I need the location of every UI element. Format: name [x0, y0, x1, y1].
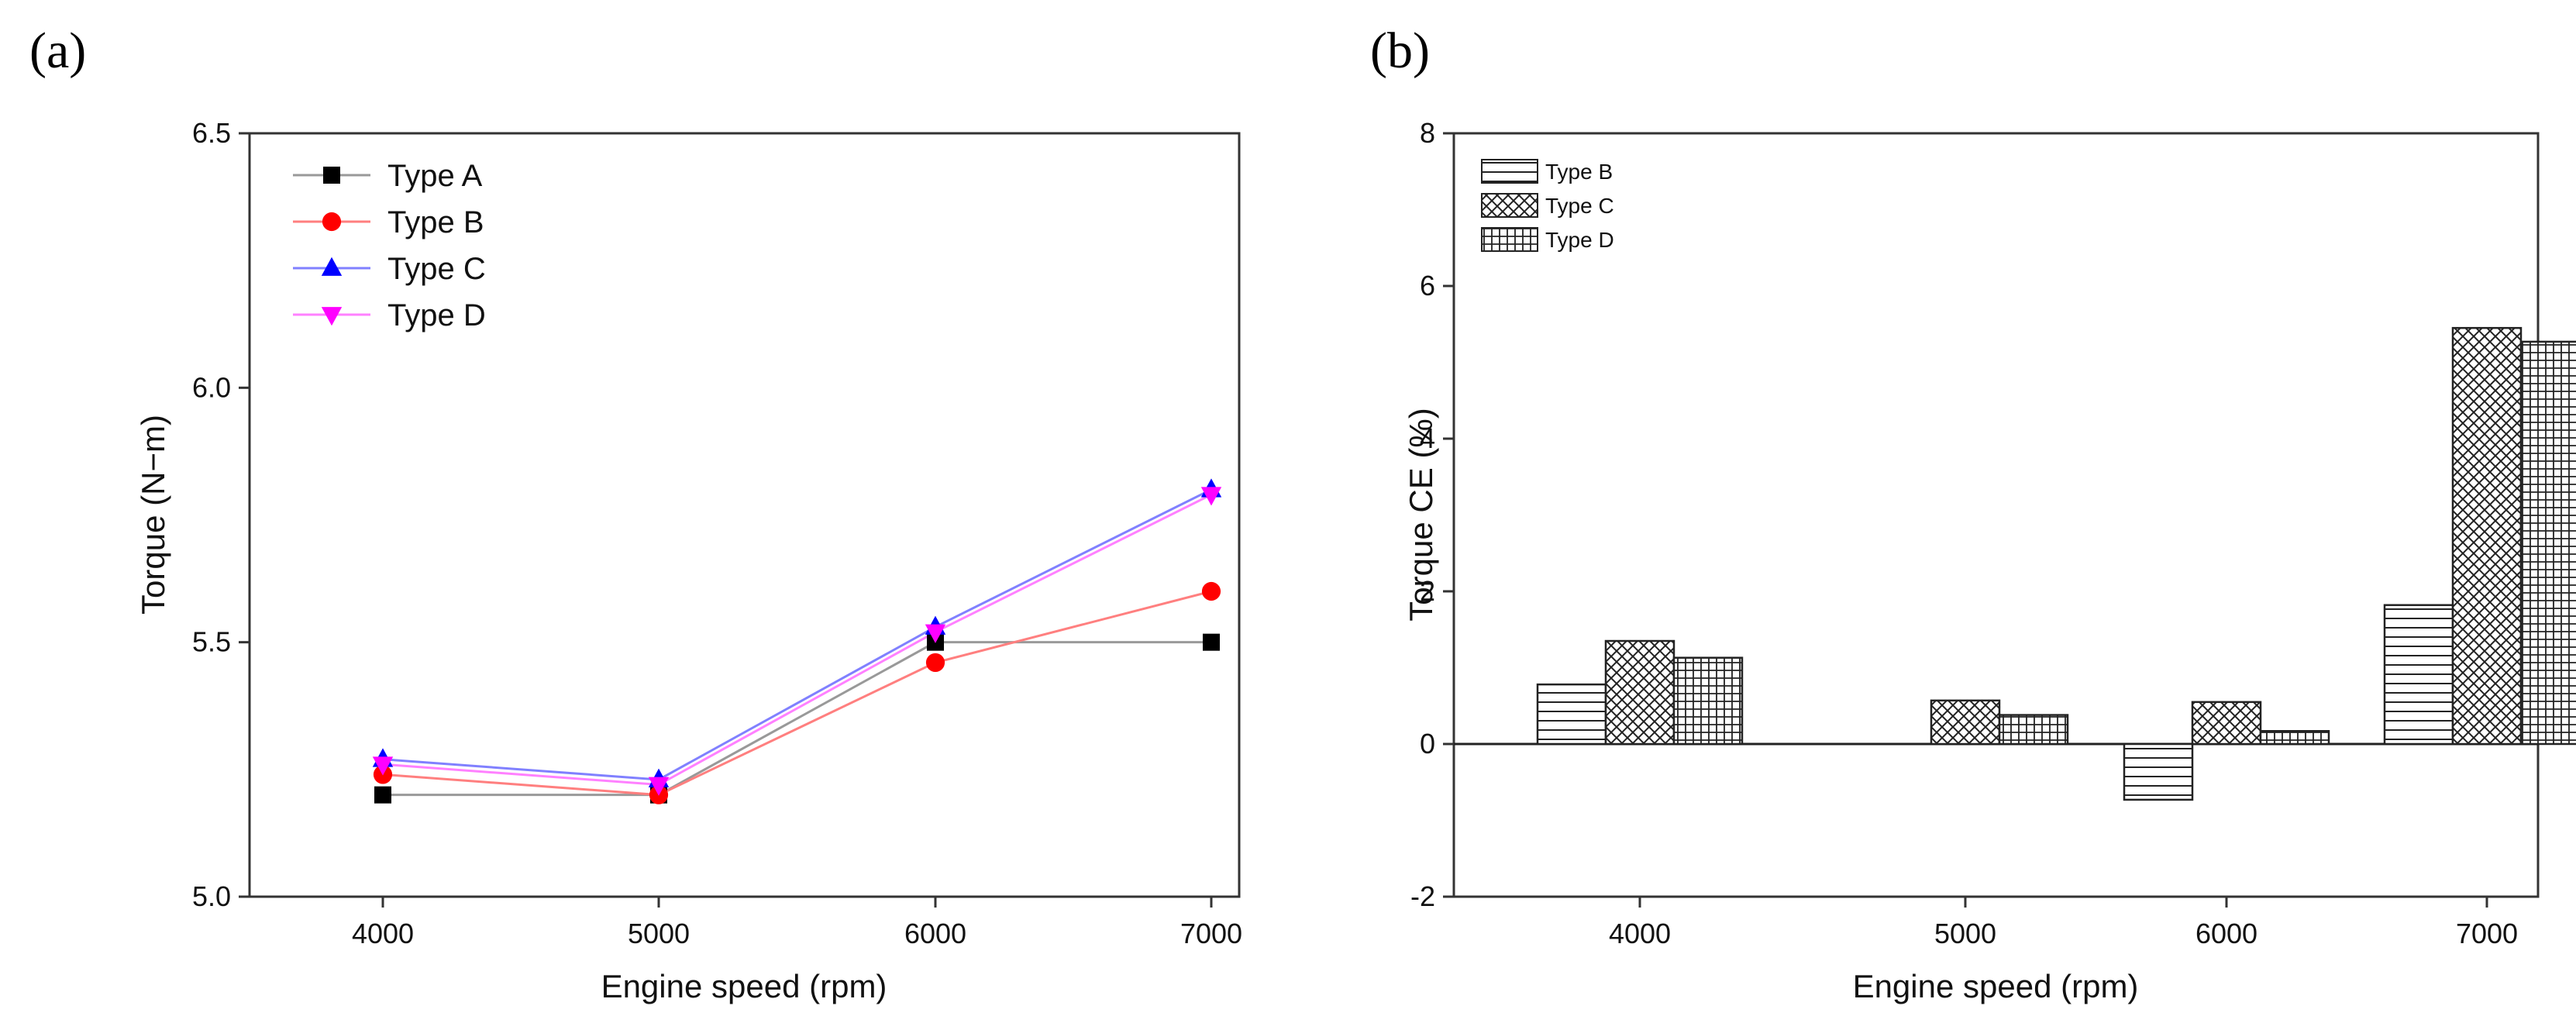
series-line-type-a: [383, 641, 1211, 797]
y-axis-title: Torque CE (%): [1403, 408, 1439, 621]
bar-type-d: [1998, 714, 2069, 746]
series-line-type-d: [382, 493, 1212, 787]
data-point-type-d: [648, 777, 670, 796]
legend-label: Type D: [1545, 228, 1614, 252]
x-axis-title: Engine speed (rpm): [601, 968, 887, 1004]
bar-type-d: [2259, 730, 2330, 746]
y-tick-label: 6: [1420, 270, 1435, 301]
bar-type-c: [1930, 699, 2001, 746]
bar-type-c: [1604, 639, 1675, 746]
legend-label: Type D: [387, 298, 486, 332]
bar-type-c: [2451, 326, 2523, 746]
bar-type-b: [2383, 604, 2454, 746]
legend-swatch: [1481, 193, 1538, 218]
legend-label: Type C: [1545, 194, 1614, 218]
bar-type-b: [2123, 742, 2194, 801]
x-tick-label: 5000: [628, 918, 690, 949]
x-tick-label: 4000: [1609, 918, 1671, 949]
legend-label: Type B: [1545, 160, 1613, 184]
legend-swatch: [1481, 159, 1538, 184]
legend-label: Type A: [387, 159, 483, 193]
y-tick-label: 6.5: [192, 117, 231, 149]
y-tick-label: 8: [1420, 117, 1435, 149]
y-tick-label: 0: [1420, 728, 1435, 760]
legend-marker: [323, 167, 340, 184]
y-tick-label: 4: [1420, 422, 1435, 454]
y-tick-label: 6.0: [192, 371, 231, 403]
torque-line-chart: 5.0 5.5 6.0 6.5 4000 5000 6000 7000 Engine spee…: [135, 117, 1242, 1004]
data-point-type-b: [1201, 581, 1221, 601]
x-axis-title: Engine speed (rpm): [1853, 968, 2139, 1004]
x-tick-label: 7000: [1180, 918, 1242, 949]
y-axis-title: Torque (N−m): [135, 415, 171, 615]
legend: Type B Type C Type D: [1481, 159, 1614, 252]
x-tick-label: 7000: [2456, 918, 2518, 949]
data-point-type-d: [1200, 487, 1222, 506]
legend-swatch: [1481, 227, 1538, 252]
data-point-type-a: [1203, 633, 1220, 651]
x-tick-label: 4000: [352, 918, 414, 949]
bar-type-b: [1536, 683, 1607, 746]
torque-ce-bar-chart: -2 0 2 4 6 8 4000 5000 6000 7000 Engine speed (rp…: [1403, 117, 2576, 1004]
data-point-type-b: [925, 653, 945, 673]
y-tick-label: -2: [1410, 880, 1435, 912]
y-tick-label: 2: [1420, 575, 1435, 607]
legend-label: Type B: [387, 205, 484, 239]
series-line-type-b: [382, 590, 1212, 797]
data-point-type-d: [372, 756, 394, 776]
plot-frame: [1452, 132, 2540, 898]
x-tick-label: 5000: [1934, 918, 1996, 949]
legend: Type A Type B Type C Type D: [293, 159, 486, 332]
legend-marker: [321, 307, 343, 326]
data-point-type-d: [925, 624, 946, 643]
panel-b-label: (b): [1370, 22, 1430, 79]
legend-marker: [322, 212, 342, 232]
panel-a-label: (a): [29, 22, 87, 79]
legend-marker: [321, 257, 343, 276]
x-tick-label: 6000: [2195, 918, 2257, 949]
bar-type-d: [2519, 340, 2576, 746]
x-tick-label: 6000: [904, 918, 966, 949]
data-point-type-a: [374, 786, 391, 804]
bar-type-c: [2191, 701, 2262, 746]
legend-label: Type C: [387, 252, 486, 286]
series-line-type-c: [382, 488, 1212, 781]
plot-frame: [248, 132, 1241, 898]
y-tick-label: 5.0: [192, 880, 231, 912]
bar-type-d: [1672, 656, 1744, 746]
y-tick-label: 5.5: [192, 626, 231, 658]
